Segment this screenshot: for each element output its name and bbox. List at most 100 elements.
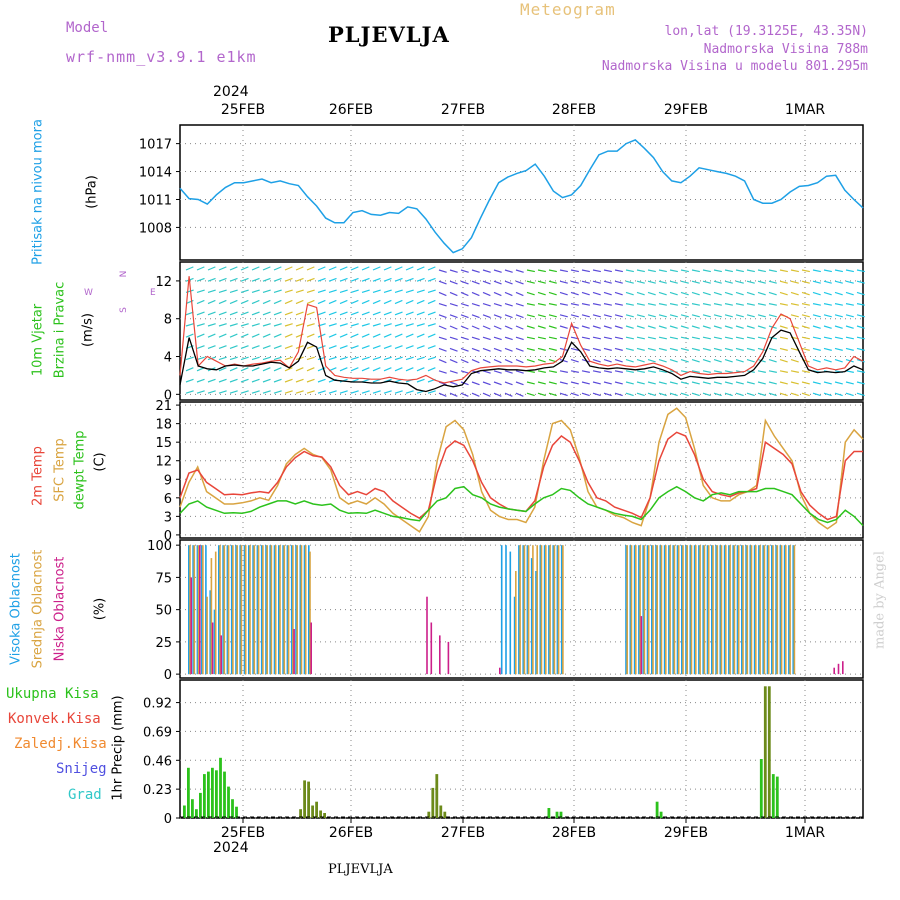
wind-barb [295, 277, 304, 282]
wind-barb [592, 347, 601, 351]
wind-barb [306, 266, 315, 271]
wind-barb [427, 299, 436, 305]
wind-barb [537, 291, 546, 296]
wind-barb [812, 291, 821, 296]
wind-barb [218, 266, 227, 271]
wind-barb [702, 359, 711, 363]
cloud-bar-mid [240, 545, 243, 675]
wind-barb [251, 345, 260, 349]
cloud-bar-high [693, 545, 696, 675]
cloud-bar-high [676, 545, 679, 675]
wind-barb [669, 325, 678, 329]
wind-barb [218, 378, 227, 383]
precip-bar [443, 811, 447, 818]
ytick-label-temperature-5: 15 [155, 436, 172, 451]
cloud-bar-low [310, 622, 312, 675]
wind-barb [493, 392, 502, 397]
wind-barb [240, 289, 249, 293]
cloud-bar-high [213, 609, 216, 675]
wind-barb [691, 359, 700, 363]
wind-barb [647, 336, 656, 340]
wind-barb [350, 356, 359, 361]
cloud-bar-mid [686, 545, 688, 675]
precip-bar [659, 811, 663, 818]
wind-barb [273, 367, 282, 372]
wind-barb [273, 333, 282, 338]
wind-barb [207, 289, 216, 293]
cloud-bar-high [243, 545, 246, 675]
wind-barb [306, 333, 315, 338]
wind-barb [262, 299, 271, 305]
wind-barb [251, 277, 260, 282]
wind-barb [262, 378, 271, 383]
wind-barb [262, 333, 271, 338]
cloud-bar-high [522, 545, 524, 675]
wind-barb [405, 299, 414, 305]
cloud-bar-low [293, 629, 295, 675]
wind-barb [251, 289, 260, 293]
cloud-bar-mid [266, 545, 268, 675]
wind-barb [658, 347, 667, 351]
cloud-bar-mid [707, 545, 710, 675]
wind-barb [493, 336, 502, 341]
wind-barb [702, 325, 711, 329]
wind-barb [372, 323, 381, 327]
dewpt-line [179, 485, 864, 527]
wind-barb [471, 303, 480, 307]
wind-barb [482, 269, 491, 273]
wind-barb [724, 336, 733, 340]
wind-barb [845, 291, 854, 296]
cloud-bar-high [295, 545, 297, 675]
cloud-bar-mid [699, 545, 701, 675]
ytick-label-temperature-1: 3 [164, 510, 172, 525]
cloud-bar-high [513, 596, 516, 675]
wind-barb [295, 289, 304, 293]
wind-barb [449, 381, 458, 386]
wind-barb [416, 299, 425, 305]
wind-barb [218, 390, 227, 394]
cloud-bar-mid [630, 545, 633, 675]
wind-barb [548, 303, 557, 306]
wind-barb [394, 345, 403, 349]
wind-barb [581, 325, 590, 329]
wind-barb [735, 325, 744, 329]
wind-barb [636, 336, 645, 340]
wind-barb [207, 323, 216, 327]
wind-barb [339, 323, 348, 327]
wind-barb [559, 336, 568, 340]
wind-barb [229, 323, 238, 327]
wind-barb [592, 325, 601, 329]
wind-barb [658, 325, 667, 329]
wind-barb [196, 277, 205, 282]
wind-barb [625, 269, 634, 273]
wind-barb [361, 345, 370, 349]
wind-barb [416, 289, 425, 293]
wind-barb [658, 314, 667, 318]
wind-barb [581, 303, 590, 306]
wind-barb [746, 291, 755, 296]
elevation-label: Nadmorska Visina 788m [703, 42, 868, 57]
wind-barb [185, 323, 194, 327]
wind-barb [251, 390, 260, 394]
cloud-bar-mid [789, 545, 791, 675]
wind-barb [317, 333, 326, 338]
wind-barb [306, 311, 315, 316]
cloud-bar-high [663, 545, 666, 675]
wind-barb [339, 299, 348, 305]
wind-barb [647, 381, 656, 385]
cloud-bar-high [749, 545, 752, 675]
wind-barb [603, 314, 612, 318]
wind-barb [405, 323, 414, 327]
cloud-bar-high [256, 545, 259, 675]
wind-barb [493, 314, 502, 319]
wind-barb [240, 323, 249, 327]
wind-barb [603, 347, 612, 351]
wind-barb [603, 359, 612, 363]
wind-barb [339, 289, 348, 293]
wind-barb [636, 347, 645, 351]
wind-barb [416, 345, 425, 349]
wind-barb [306, 378, 315, 383]
wind-barb [834, 314, 843, 318]
wind-barb [647, 392, 656, 397]
wind-barb [823, 314, 832, 318]
